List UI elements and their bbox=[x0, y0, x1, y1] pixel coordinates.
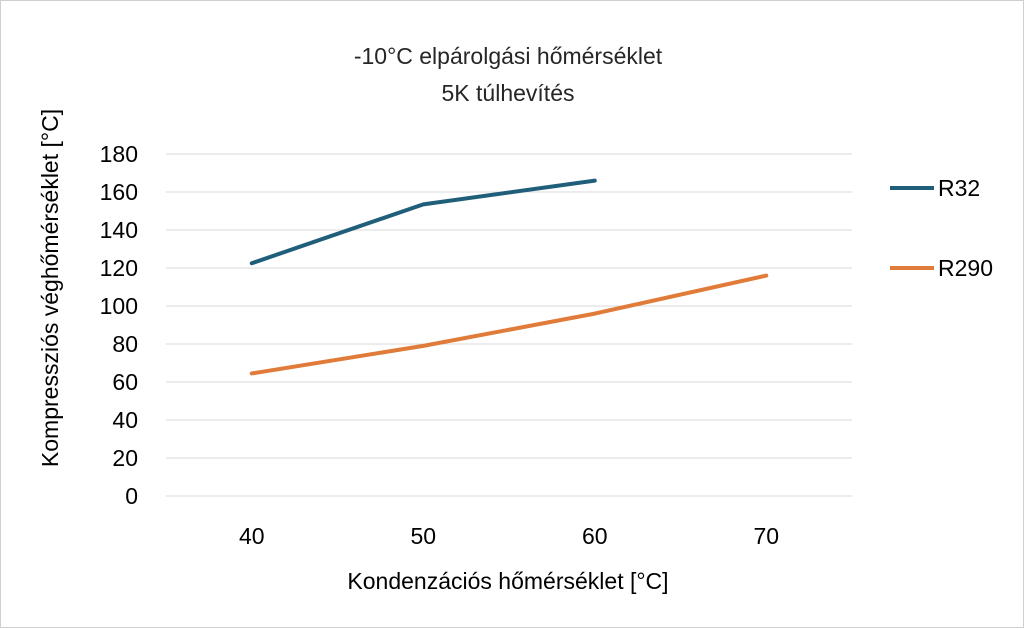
y-axis-title: Kompressziós véghőmérséklet [°C] bbox=[37, 109, 63, 467]
y-tick-label: 140 bbox=[100, 217, 138, 243]
y-tick-label: 120 bbox=[100, 255, 138, 281]
gridlines bbox=[166, 153, 852, 497]
x-tick-label: 40 bbox=[239, 523, 265, 549]
y-tick-label: 0 bbox=[125, 483, 138, 509]
legend-label-r32: R32 bbox=[938, 175, 980, 201]
chart-title-line-1: -10°C elpárolgási hőmérséklet bbox=[354, 43, 663, 69]
series-line-r32 bbox=[249, 178, 597, 266]
y-tick-label: 100 bbox=[100, 293, 138, 319]
x-axis-title: Kondenzációs hőmérséklet [°C] bbox=[347, 568, 668, 594]
y-tick-label: 160 bbox=[100, 179, 138, 205]
series-lines bbox=[249, 178, 769, 376]
y-tick-label: 80 bbox=[112, 331, 138, 357]
x-tick-label: 50 bbox=[410, 523, 436, 549]
series-line-r290 bbox=[249, 273, 769, 376]
y-tick-label: 180 bbox=[100, 141, 138, 167]
chart-title-line-2: 5K túlhevítés bbox=[442, 80, 575, 106]
legend-label-r290: R290 bbox=[938, 255, 993, 281]
x-tick-labels: 40 50 60 70 bbox=[239, 523, 779, 549]
y-tick-labels: 0 20 40 60 80 100 120 140 160 180 bbox=[100, 141, 138, 509]
y-tick-label: 40 bbox=[112, 407, 138, 433]
x-tick-label: 60 bbox=[582, 523, 608, 549]
y-tick-label: 60 bbox=[112, 369, 138, 395]
x-tick-label: 70 bbox=[753, 523, 779, 549]
legend: R32 R290 bbox=[890, 175, 993, 281]
y-tick-label: 20 bbox=[112, 445, 138, 471]
